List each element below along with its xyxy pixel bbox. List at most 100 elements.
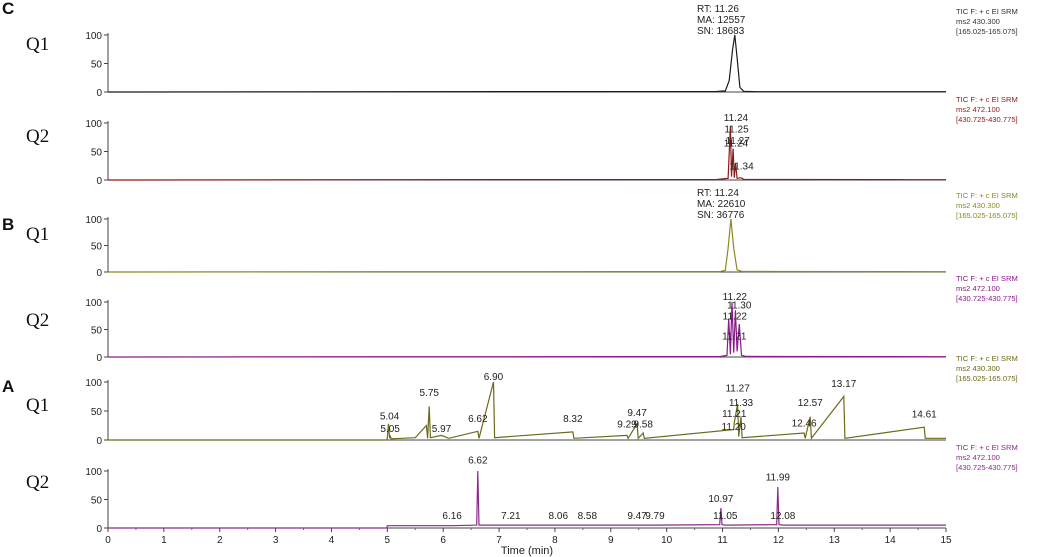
y-tick-label: 50	[91, 407, 103, 418]
y-tick-label: 100	[85, 298, 102, 309]
peak-label: 11.27	[725, 384, 750, 395]
peak-label: 6.16	[442, 511, 462, 522]
peak-label: 11.05	[713, 511, 738, 522]
section-letter-b: B	[2, 215, 14, 234]
legend-line: [430.725-430.775]	[956, 463, 1018, 472]
peak-label: 11.20	[722, 422, 747, 433]
peak-info-line: SN: 18683	[697, 26, 745, 37]
y-tick-label: 50	[91, 148, 103, 159]
peak-info-line: MA: 22610	[697, 199, 746, 210]
peak-label: 11.99	[766, 472, 791, 483]
peak-label: 5.04	[380, 411, 400, 422]
peak-label: 5.75	[419, 388, 439, 399]
peak-label: 11.27	[725, 136, 750, 147]
x-tick-label: 12	[773, 535, 785, 546]
chromatogram-trace	[107, 34, 946, 93]
peak-label: 12.08	[770, 511, 795, 522]
peak-info-line: SN: 36776	[697, 210, 745, 221]
x-tick-label: 3	[273, 535, 279, 546]
peak-label: 14.61	[912, 410, 937, 421]
peak-label: 7.21	[501, 511, 521, 522]
y-tick-label: 0	[96, 176, 102, 187]
chromatogram-trace	[107, 218, 947, 273]
peak-label: 11.22	[723, 311, 748, 322]
quad-label: Q1	[26, 34, 49, 55]
legend-line: [165.025-165.075]	[956, 374, 1018, 383]
peak-label: 11.24	[724, 139, 749, 150]
peak-label: 11.21	[722, 409, 747, 420]
y-tick-label: 0	[96, 353, 102, 364]
legend-line: TIC F: + c EI SRM	[956, 95, 1018, 104]
peak-label: 6.62	[468, 455, 488, 466]
x-tick-label: 0	[105, 535, 111, 546]
peak-label: 9.79	[645, 511, 665, 522]
y-tick-label: 100	[85, 119, 102, 130]
peak-label: 8.32	[563, 414, 583, 425]
y-tick-label: 50	[91, 60, 103, 71]
peak-info-line: RT: 11.24	[697, 188, 739, 199]
legend-line: [430.725-430.775]	[956, 115, 1018, 124]
peak-label: 11.34	[729, 161, 754, 172]
x-tick-label: 15	[940, 535, 952, 546]
legend-line: [430.725-430.775]	[956, 294, 1018, 303]
x-tick-label: 10	[661, 535, 673, 546]
legend-line: TIC F: + c EI SRM	[956, 191, 1018, 200]
y-tick-label: 0	[96, 268, 102, 279]
y-tick-label: 0	[96, 524, 102, 535]
x-tick-label: 8	[552, 535, 558, 546]
peak-label: 6.90	[484, 372, 504, 383]
chromatogram-trace	[107, 301, 947, 358]
x-tick-label: 14	[885, 535, 897, 546]
peak-label: 11.30	[727, 300, 752, 311]
y-tick-label: 100	[85, 31, 102, 42]
legend-line: [165.025-165.075]	[956, 27, 1018, 36]
y-tick-label: 100	[85, 215, 102, 226]
peak-label: 13.17	[831, 379, 856, 390]
x-tick-label: 6	[440, 535, 446, 546]
peak-label: 5.97	[432, 424, 452, 435]
y-tick-label: 50	[91, 326, 103, 337]
peak-label: 10.97	[708, 494, 733, 505]
x-axis-label: Time (min)	[501, 545, 553, 557]
peak-info-line: RT: 11.26	[697, 4, 739, 15]
x-tick-label: 5	[385, 535, 391, 546]
quad-label: Q2	[26, 126, 49, 147]
legend-line: ms2 472.100	[956, 105, 1000, 114]
x-tick-label: 7	[496, 535, 502, 546]
y-tick-label: 50	[91, 496, 103, 507]
peak-label: 9.47	[627, 511, 647, 522]
y-tick-label: 100	[85, 467, 102, 478]
x-tick-label: 4	[329, 535, 335, 546]
peak-label: 9.58	[633, 420, 653, 431]
x-tick-label: 2	[217, 535, 223, 546]
legend-line: ms2 430.300	[956, 17, 1000, 26]
section-letter-c: C	[2, 0, 14, 18]
x-axis: Time (min) 0 1 2 3 4 5 6 7 8 9 10 11 12 13 14 15	[105, 528, 952, 557]
y-tick-label: 50	[91, 242, 103, 253]
legend-line: ms2 430.300	[956, 201, 1000, 210]
peak-label: 12.46	[792, 418, 817, 429]
peak-label: 5.05	[380, 424, 400, 435]
x-tick-label: 9	[608, 535, 614, 546]
peak-label: 12.57	[798, 398, 823, 409]
x-tick-label: 11	[717, 535, 728, 546]
x-tick-label: 13	[829, 535, 841, 546]
peak-label: 8.06	[549, 511, 569, 522]
peak-label: 6.62	[468, 414, 488, 425]
peak-label: 9.47	[627, 408, 647, 419]
legend-line: TIC F: + c EI SRM	[956, 443, 1018, 452]
legend-line: TIC F: + c EI SRM	[956, 274, 1018, 283]
legend-line: ms2 472.100	[956, 284, 1000, 293]
legend-line: TIC F: + c EI SRM	[956, 354, 1018, 363]
legend-line: [165.025-165.075]	[956, 211, 1018, 220]
peak-label: 11.33	[729, 398, 754, 409]
quad-label: Q1	[26, 395, 49, 416]
section-letter-a: A	[2, 377, 14, 396]
peak-label: 8.58	[578, 511, 598, 522]
chromatogram-trace	[107, 125, 946, 181]
